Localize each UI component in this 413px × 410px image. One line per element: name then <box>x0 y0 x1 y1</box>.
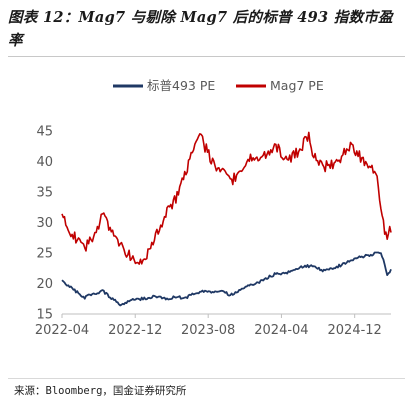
legend: 标普493 PE Mag7 PE <box>113 78 324 93</box>
x-tick-label: 2024-04 <box>254 323 308 338</box>
y-tick-label: 20 <box>36 277 53 292</box>
legend-label-sp493: 标普493 PE <box>147 78 215 93</box>
y-tick-label: 30 <box>36 216 53 231</box>
y-tick-label: 35 <box>36 186 53 201</box>
x-tick-label: 2022-04 <box>35 323 89 338</box>
x-tick-label: 2023-08 <box>181 323 235 338</box>
x-tick-label: 2022-12 <box>108 323 162 338</box>
title-divider <box>8 56 405 57</box>
plot-area <box>61 131 392 307</box>
mag7-pe-line <box>61 131 392 265</box>
y-tick-label: 45 <box>36 125 53 140</box>
sp493-pe-line <box>61 251 392 307</box>
legend-label-mag7: Mag7 PE <box>270 78 324 93</box>
source-divider <box>8 378 405 379</box>
y-tick-label: 40 <box>36 155 53 170</box>
x-axis: 2022-04 2022-12 2023-08 2024-04 2024-12 <box>35 313 391 338</box>
y-axis: 15 20 25 30 35 40 45 <box>36 125 53 323</box>
x-tick-label: 2024-12 <box>328 323 382 338</box>
chart-title: 图表 12：Mag7 与剔除 Mag7 后的标普 493 指数市盈率 <box>8 9 393 49</box>
y-tick-label: 15 <box>36 308 53 323</box>
y-tick-label: 25 <box>36 247 53 262</box>
source-note: 来源：Bloomberg，国金证券研究所 <box>14 385 187 397</box>
